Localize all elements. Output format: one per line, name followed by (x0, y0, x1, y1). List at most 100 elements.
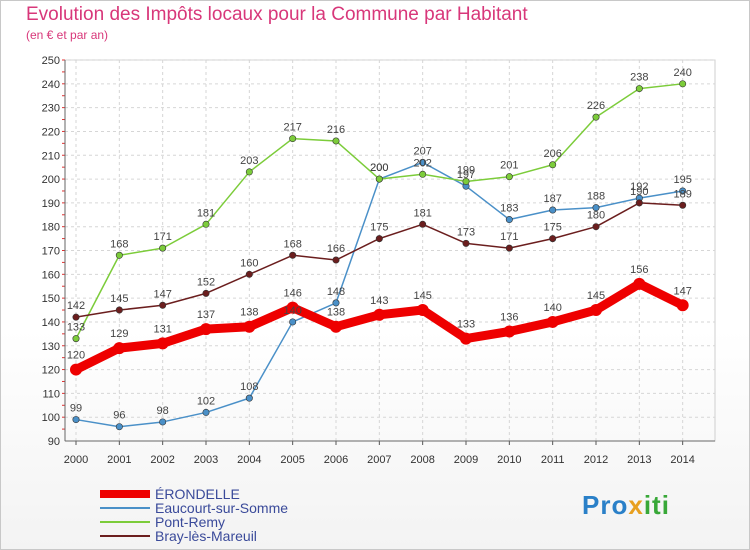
legend-label: ÉRONDELLE (155, 486, 240, 502)
data-point (202, 408, 210, 416)
data-point (419, 220, 427, 228)
data-label: 133 (67, 322, 85, 334)
data-label: 171 (500, 231, 518, 243)
data-label: 201 (500, 160, 518, 172)
data-point (72, 313, 80, 321)
data-label: 102 (197, 395, 215, 407)
data-label: 181 (413, 207, 431, 219)
data-point (330, 320, 342, 333)
data-label: 160 (240, 257, 258, 269)
x-tick-label: 2003 (194, 454, 218, 466)
legend-label: Pont-Remy (155, 514, 225, 530)
data-point (549, 235, 557, 243)
y-tick-label: 140 (42, 317, 60, 329)
data-point (679, 80, 687, 88)
data-label: 131 (153, 323, 171, 335)
legend-label: Eaucourt-sur-Somme (155, 500, 288, 516)
x-tick-label: 2007 (367, 454, 391, 466)
data-label: 207 (413, 145, 431, 157)
data-point (592, 113, 600, 121)
data-label: 140 (543, 302, 561, 314)
data-label: 240 (673, 67, 691, 79)
data-point (373, 308, 386, 321)
data-label: 181 (197, 207, 215, 219)
data-label: 136 (500, 311, 518, 323)
data-point (72, 335, 80, 343)
data-point (676, 299, 689, 312)
data-point (243, 320, 256, 333)
data-label: 206 (543, 148, 561, 160)
data-label: 217 (283, 122, 301, 134)
data-point (289, 251, 297, 259)
data-point (332, 299, 340, 307)
data-point (635, 199, 643, 207)
data-point (503, 325, 516, 338)
data-point (159, 301, 167, 309)
y-tick-label: 230 (42, 103, 60, 115)
data-label: 137 (197, 309, 215, 321)
data-label: 197 (457, 169, 475, 181)
x-tick-label: 2014 (670, 454, 694, 466)
data-label: 108 (240, 381, 258, 393)
data-label: 143 (370, 295, 388, 307)
data-point (375, 235, 383, 243)
x-tick-label: 2002 (150, 454, 174, 466)
data-point (419, 170, 427, 178)
data-point (505, 173, 513, 181)
data-label: 203 (240, 155, 258, 167)
data-label: 146 (283, 288, 301, 300)
data-label: 166 (327, 243, 345, 255)
y-tick-label: 190 (42, 198, 60, 210)
data-point (289, 318, 297, 326)
data-point (332, 256, 340, 264)
data-label: 138 (240, 307, 258, 319)
chart-title: Evolution des Impôts locaux pour la Comm… (26, 4, 528, 25)
data-point (245, 394, 253, 402)
data-label: 192 (630, 181, 648, 193)
data-point (202, 289, 210, 297)
data-label: 145 (587, 290, 605, 302)
data-label: 96 (113, 410, 125, 422)
data-point (70, 363, 82, 376)
data-label: 200 (370, 162, 388, 174)
data-point (460, 332, 472, 345)
chart-axes: 9010011012013014015016017018019020021022… (42, 55, 715, 466)
chart-subtitle: (en € et par an) (26, 28, 109, 42)
x-tick-label: 2000 (64, 454, 88, 466)
data-label: 189 (673, 188, 691, 200)
data-label: 133 (457, 319, 475, 331)
data-label: 99 (70, 403, 82, 415)
x-tick-label: 2010 (497, 454, 521, 466)
data-point (115, 306, 123, 314)
x-tick-label: 2001 (107, 454, 131, 466)
y-tick-label: 170 (42, 246, 60, 258)
proxiti-logo: Proxiti (582, 490, 670, 521)
data-point (679, 187, 687, 195)
data-point (289, 135, 297, 143)
data-label: 148 (327, 286, 345, 298)
data-point (549, 206, 557, 214)
logo-part-3: iti (643, 490, 670, 520)
x-tick-label: 2006 (324, 454, 348, 466)
data-label: 138 (327, 307, 345, 319)
data-label: 152 (197, 276, 215, 288)
data-label: 156 (630, 264, 648, 276)
data-point (592, 223, 600, 231)
y-tick-label: 250 (42, 55, 60, 67)
data-point (592, 204, 600, 212)
data-point (590, 304, 602, 317)
data-label: 226 (587, 100, 605, 112)
data-label: 195 (673, 174, 691, 186)
x-tick-label: 2005 (280, 454, 304, 466)
data-point (505, 244, 513, 252)
chart-legend: ÉRONDELLEEaucourt-sur-SommePont-RemyBray… (100, 486, 288, 544)
y-tick-label: 160 (42, 269, 60, 281)
data-point (549, 161, 557, 169)
data-point (115, 251, 123, 259)
data-label: 129 (110, 328, 128, 340)
data-label: 98 (157, 405, 169, 417)
data-point (245, 270, 253, 278)
x-tick-label: 2012 (584, 454, 608, 466)
